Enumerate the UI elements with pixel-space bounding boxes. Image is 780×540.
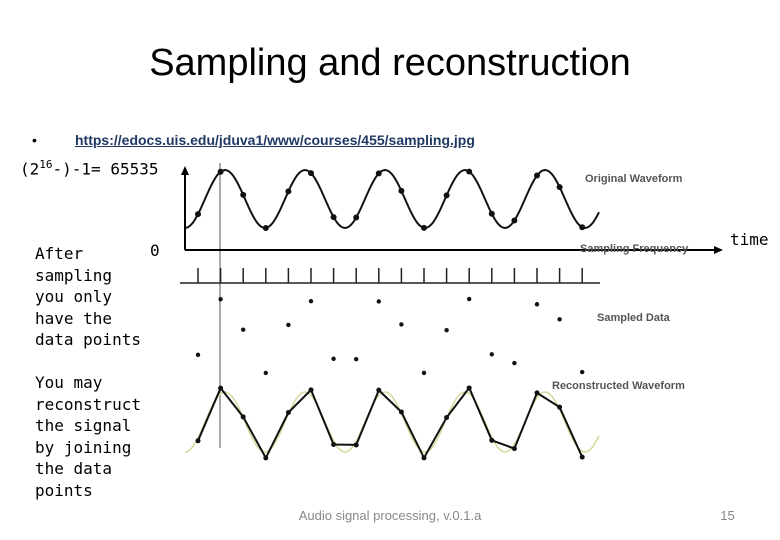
origin-label: 0 [150, 241, 160, 260]
figure-label: Reconstructed Waveform [552, 380, 685, 392]
sample-point [308, 170, 314, 177]
reconstructed-point [285, 410, 291, 416]
reconstructed-point [444, 414, 450, 420]
reconstructed-point [489, 437, 495, 443]
sampled-point [286, 322, 291, 328]
sampled-point [218, 297, 223, 302]
reconstructed-point [331, 442, 337, 448]
figure-label: Sampled Data [597, 312, 671, 324]
formula-suffix: -)-1= 65535 [52, 159, 159, 179]
sample-point [353, 214, 360, 221]
sampled-point [263, 370, 268, 376]
sampled-point [376, 299, 381, 304]
sampled-point [467, 296, 472, 302]
figure-bg [170, 155, 715, 475]
reconstructed-point [218, 385, 224, 391]
sampled-point [354, 357, 359, 362]
sample-point [579, 224, 586, 231]
sample-point [195, 211, 201, 218]
reconstructed-point [557, 404, 563, 410]
formula-prefix: (2 [20, 159, 40, 179]
axis-label: time [730, 230, 769, 249]
sample-point [556, 184, 563, 191]
sampled-point [512, 360, 517, 366]
sampled-point [421, 370, 427, 376]
sampled-point [489, 352, 494, 357]
sample-point [488, 210, 495, 217]
sample-point [398, 187, 405, 194]
reconstructed-point [421, 455, 427, 461]
sampled-point [331, 356, 336, 361]
sampled-point [241, 327, 246, 332]
note: You may reconstruct the signal by joinin… [35, 373, 141, 500]
slide-title: Sampling and reconstruction [149, 42, 631, 84]
reconstructed-point [240, 414, 246, 420]
reconstructed-point [466, 385, 472, 391]
sample-point [511, 217, 518, 224]
reconstructed-point [263, 455, 269, 461]
sample-point [262, 224, 269, 231]
sampled-point [557, 317, 562, 322]
page-number: 15 [720, 508, 735, 523]
reconstructed-point [195, 438, 201, 444]
sample-point [330, 214, 337, 221]
formula: (216-)-1= 65535 [20, 158, 158, 178]
sampled-point [399, 322, 404, 327]
sample-point [375, 170, 382, 177]
figure-label: Original Waveform [585, 173, 683, 185]
sampled-point [580, 369, 585, 375]
footer: Audio signal processing, v.0.1.a [298, 508, 482, 523]
sample-point [466, 168, 473, 175]
x-arrow [714, 246, 723, 254]
sample-point [421, 224, 427, 231]
original-wave [184, 168, 600, 230]
note: After sampling you only have the data po… [35, 244, 141, 349]
figure-label: Sampling Frequency [580, 243, 689, 255]
bullet-dot: • [32, 132, 37, 148]
reconstructed-point [376, 387, 382, 393]
sampled-point [534, 302, 540, 307]
reconstructed-point [534, 390, 540, 396]
link[interactable]: https://edocs.uis.edu/jduva1/www/courses… [75, 132, 475, 148]
sample-point [217, 168, 224, 175]
reconstructed-point [511, 446, 517, 452]
sample-point [240, 191, 247, 198]
sampled-point [308, 298, 314, 304]
reconstructed-wave [197, 385, 584, 461]
sample-point [285, 188, 292, 195]
sampled-point [444, 328, 449, 333]
sample-point [443, 192, 450, 199]
reconstructed-point [398, 409, 404, 415]
reconstructed-point [579, 454, 585, 460]
sampled-point [195, 352, 201, 358]
sample-point [534, 172, 540, 179]
y-arrow [181, 166, 189, 175]
formula-exponent: 16 [39, 158, 53, 171]
reconstructed-point [353, 442, 359, 448]
reconstructed-point [308, 387, 314, 393]
